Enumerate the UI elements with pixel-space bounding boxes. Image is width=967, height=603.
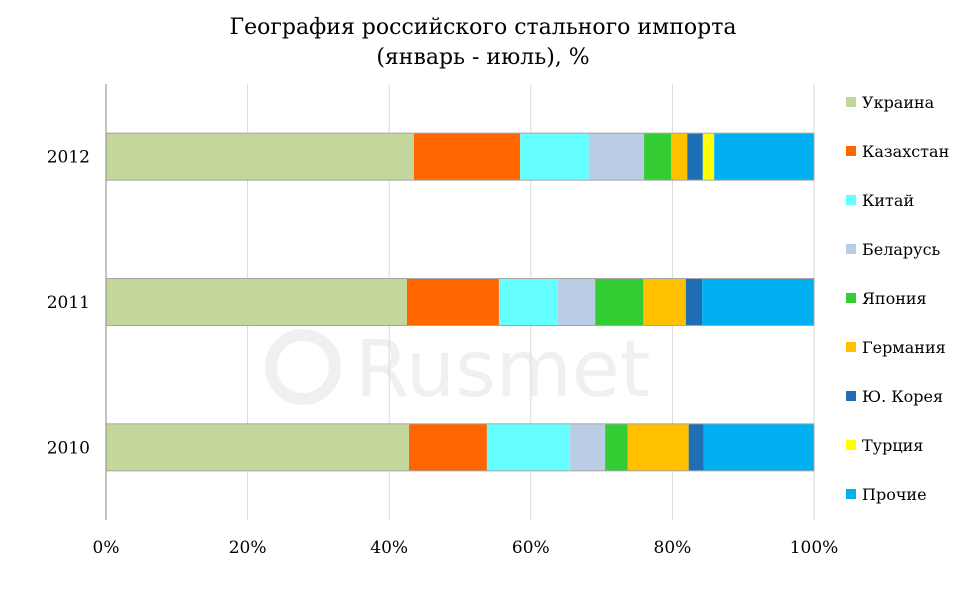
legend-label: Казахстан (862, 142, 949, 161)
bar-segment (670, 133, 688, 181)
legend-swatch (846, 146, 856, 156)
legend-swatch (846, 342, 856, 352)
bar-segment (643, 278, 686, 326)
chart-title: География российского стального импорта (230, 15, 737, 40)
bar-segment (569, 423, 606, 471)
bar-segment (106, 133, 414, 181)
watermark-logo-icon (265, 329, 341, 405)
bar-segment (685, 278, 703, 326)
bar-segment (703, 423, 814, 471)
legend-swatch (846, 195, 856, 205)
plot-area: 2012 2011 2010 0% 20% 40% 60% 80% 100% (47, 84, 839, 558)
legend-label: Япония (862, 289, 927, 308)
x-tick-label: 40% (370, 538, 408, 558)
x-tick-label: 100% (790, 538, 839, 558)
legend-swatch (846, 391, 856, 401)
bar-segment (498, 278, 558, 326)
legend-swatch (846, 97, 856, 107)
watermark: Rusmet (265, 325, 650, 415)
legend-label: Прочие (862, 485, 927, 504)
bar-segment (557, 278, 596, 326)
bar-segment (106, 423, 410, 471)
x-tick-label: 0% (93, 538, 120, 558)
legend-label: Германия (862, 338, 946, 357)
bar-segment (687, 133, 703, 181)
legend-swatch (846, 489, 856, 499)
bar-segment (702, 133, 715, 181)
chart-subtitle: (январь - июль), % (376, 45, 589, 70)
legend: Украина Казахстан Китай Беларусь Япония Герма… (846, 93, 949, 504)
x-axis-labels: 0% 20% 40% 60% 80% 100% (93, 538, 839, 558)
bar-segment (106, 278, 407, 326)
y-tick-label: 2011 (47, 293, 90, 313)
legend-label: Беларусь (862, 240, 941, 259)
x-tick-label: 20% (229, 538, 267, 558)
x-tick-label: 60% (512, 538, 550, 558)
bar-segment (409, 423, 487, 471)
legend-label: Украина (862, 93, 935, 112)
legend-swatch (846, 440, 856, 450)
legend-label: Турция (862, 436, 923, 455)
legend-label: Ю. Корея (862, 387, 943, 406)
bar-segment (413, 133, 521, 181)
bar-segment (520, 133, 589, 181)
bar-segment (644, 133, 671, 181)
bar-segment (595, 278, 644, 326)
bar-segment (605, 423, 628, 471)
bar-segment (714, 133, 814, 181)
bars (105, 132, 815, 472)
bar-segment (702, 278, 814, 326)
legend-label: Китай (862, 191, 914, 210)
bar-segment (486, 423, 570, 471)
legend-swatch (846, 293, 856, 303)
y-tick-label: 2012 (47, 148, 90, 168)
bar-segment (688, 423, 704, 471)
bar-segment (627, 423, 689, 471)
y-tick-label: 2010 (47, 438, 90, 458)
bar-segment (588, 133, 645, 181)
x-tick-label: 80% (654, 538, 692, 558)
bar-segment (406, 278, 499, 326)
legend-swatch (846, 244, 856, 254)
y-axis-labels: 2012 2011 2010 (47, 148, 90, 459)
watermark-text: Rusmet (355, 325, 650, 415)
